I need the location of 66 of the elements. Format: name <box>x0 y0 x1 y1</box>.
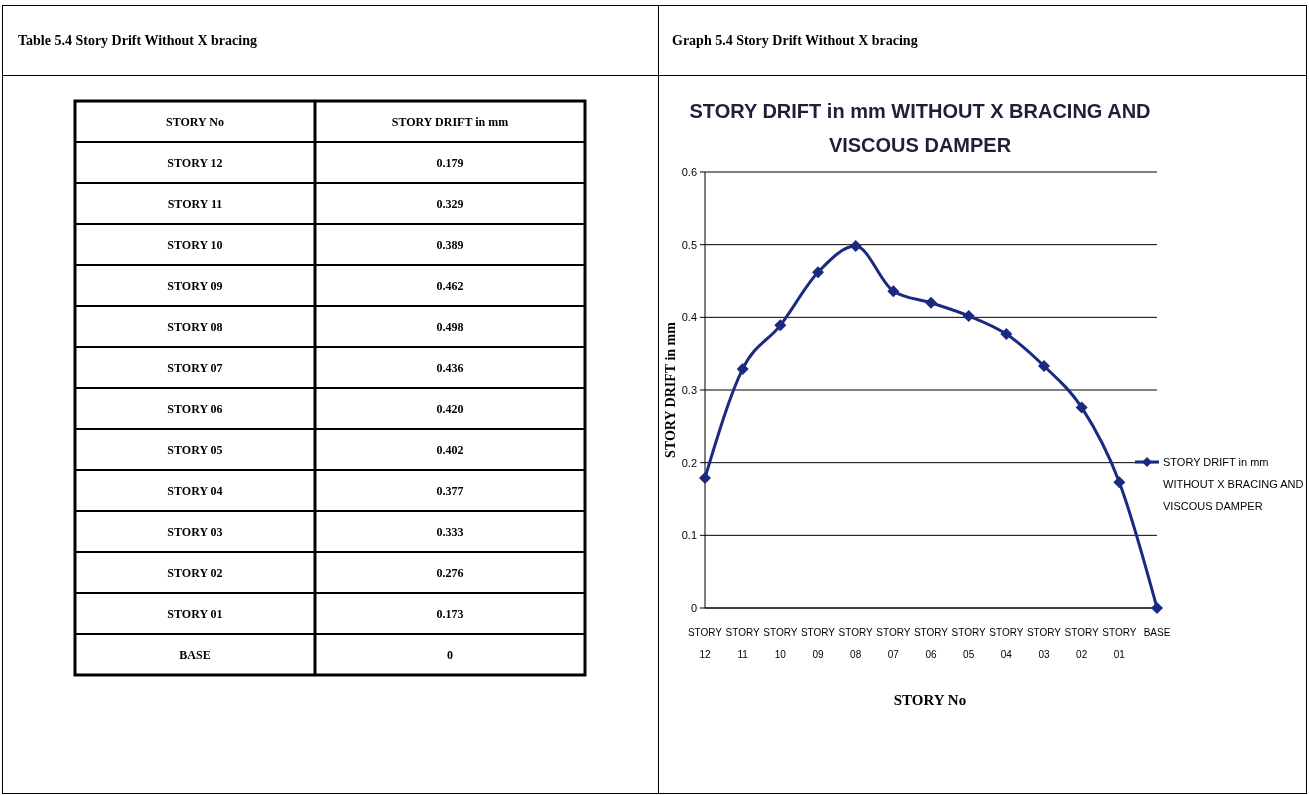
text: 0.402 <box>436 442 464 457</box>
x-tick-label: STORY 03 <box>1026 627 1062 660</box>
text: 0.420 <box>436 401 464 416</box>
x-tick-label: STORY 09 <box>800 627 836 660</box>
text: Table 5.4 Story Drift Without X bracing <box>18 33 257 48</box>
point <box>1038 360 1050 373</box>
y-tick-label: 0 <box>690 602 697 614</box>
text: STORY 01 <box>167 606 223 621</box>
x-tick-label: STORY 11 <box>725 627 761 660</box>
x-tick-label: STORY 12 <box>687 627 723 660</box>
text: 0.462 <box>436 278 464 293</box>
point <box>962 309 975 322</box>
x-tick-label: BASE <box>1143 627 1171 638</box>
point <box>736 362 749 375</box>
text: STORY 12 <box>167 155 223 170</box>
point <box>925 296 937 309</box>
point <box>1113 476 1126 489</box>
text: STORY 03 <box>167 524 223 539</box>
point <box>699 471 711 484</box>
point <box>849 240 862 253</box>
y-tick-label: 0.2 <box>681 456 697 469</box>
y-tick-label: 0.4 <box>681 311 697 324</box>
x-axis-title: STORY No <box>893 692 967 708</box>
y-tick-label: 0.1 <box>681 529 697 542</box>
y-tick-label: 0.3 <box>681 384 697 396</box>
text: STORY 11 <box>167 196 223 211</box>
text: 0.173 <box>436 606 464 621</box>
y-tick-label: 0.5 <box>681 238 697 251</box>
text: 0.498 <box>436 319 464 334</box>
text: STORY 07 <box>167 360 223 375</box>
text: STORY 08 <box>167 319 223 334</box>
text: 0.377 <box>436 483 464 498</box>
text: STORY 02 <box>167 565 223 580</box>
text: STORY 04 <box>167 483 223 498</box>
text: STORY No <box>166 114 224 129</box>
x-tick-label: STORY 10 <box>763 627 798 660</box>
text: STORY 10 <box>167 237 223 252</box>
x-tick-label: STORY 02 <box>1064 627 1100 660</box>
point <box>887 285 900 298</box>
text: 0.276 <box>436 565 464 580</box>
text: STORY 05 <box>167 442 223 457</box>
text: 0.333 <box>436 524 464 539</box>
x-tick-label: STORY 07 <box>876 627 911 660</box>
y-axis-title: STORY DRIFT in mm <box>663 321 678 458</box>
text: STORY 06 <box>167 401 223 416</box>
x-tick-label: STORY 08 <box>838 627 874 660</box>
point <box>1075 401 1088 414</box>
text: 0.389 <box>436 237 464 252</box>
y-tick-label: 0.6 <box>681 166 697 178</box>
x-tick-label: STORY 01 <box>1102 627 1137 660</box>
point <box>812 266 824 279</box>
point <box>1151 602 1163 614</box>
x-tick-label: STORY 04 <box>989 627 1024 660</box>
x-tick-label: STORY 06 <box>913 627 949 660</box>
caption: Graph 5.4 Story Drift Without X bracing <box>672 33 918 48</box>
text: 0.436 <box>436 360 464 375</box>
point <box>1000 328 1013 341</box>
x-tick-label: STORY 05 <box>951 627 987 660</box>
text: 0.329 <box>436 196 464 211</box>
text: STORY 09 <box>167 278 223 293</box>
point <box>774 319 787 332</box>
text: STORY DRIFT in mm <box>391 114 509 129</box>
text: 0.179 <box>436 155 464 170</box>
text: 0 <box>447 647 453 662</box>
chart-title: STORY DRIFT in mm WITHOUT X BRACING AND VISCOUS DAMPER <box>689 100 1151 156</box>
legend-label: STORY DRIFT in mm WITHOUT X BRACING AND VISCOUS DAMPER <box>1163 456 1304 512</box>
